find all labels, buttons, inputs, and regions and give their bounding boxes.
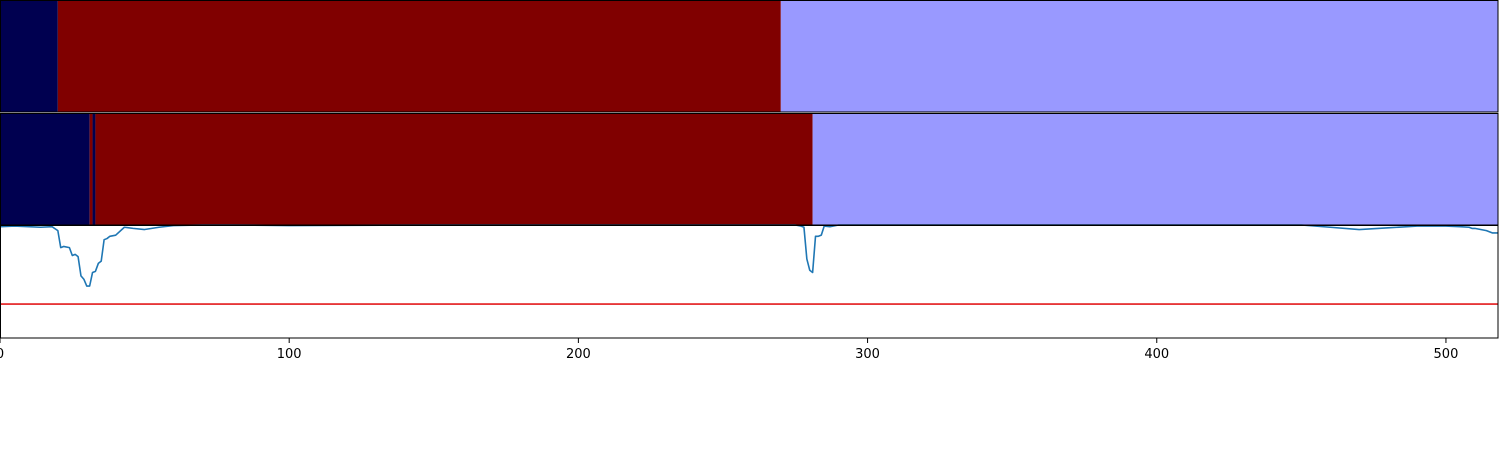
segmentation-row-2: [0, 113, 1498, 225]
segment-row2-5: [812, 113, 1498, 225]
x-tick-label-500: 500: [1434, 347, 1459, 362]
segment-row1-2: [57, 0, 781, 112]
segment-row2-3: [92, 113, 96, 225]
x-tick-label-100: 100: [277, 347, 302, 362]
segment-row1-1: [0, 0, 58, 112]
panel-frames: [0, 0, 1499, 339]
panel-frame-3: [0, 225, 1499, 339]
segment-row2-2: [89, 113, 93, 225]
segment-row1-3: [780, 0, 1498, 112]
segment-row2-1: [0, 113, 90, 225]
segmentation-row-1: [0, 0, 1498, 112]
line-panel-background: [0, 225, 1498, 338]
line-panel: [0, 224, 1498, 338]
x-tick-label-0: 0: [0, 347, 4, 362]
panel-frame-1: [0, 0, 1499, 113]
x-tick-label-400: 400: [1144, 347, 1169, 362]
x-tick-label-300: 300: [855, 347, 880, 362]
segment-row2-4: [95, 113, 813, 225]
x-tick-label-200: 200: [566, 347, 591, 362]
x-axis: 0 100 200 300 400 500: [0, 338, 1458, 362]
